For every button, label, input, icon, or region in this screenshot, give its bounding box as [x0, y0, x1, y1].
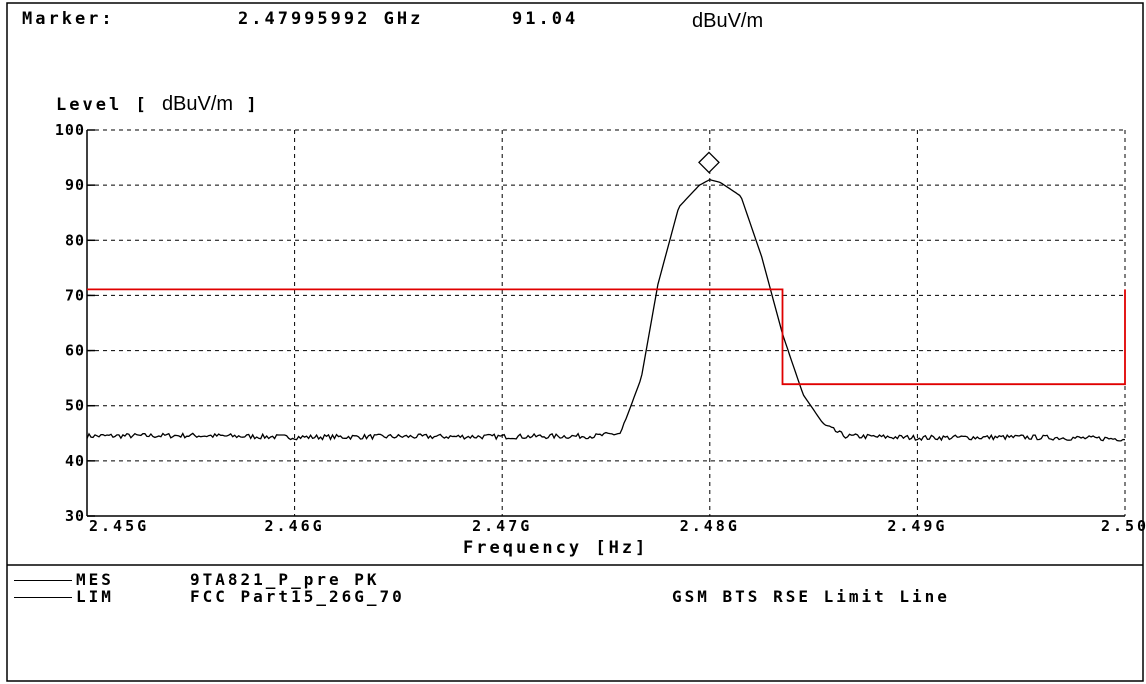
y-tick-label: 60: [65, 342, 85, 360]
legend-line-lim: [14, 597, 72, 598]
legend-code-mes: MES: [76, 570, 114, 589]
y-tick-label: 80: [65, 231, 85, 249]
y-axis-title: Level [ dBuV/m ]: [56, 93, 260, 115]
legend-line-mes: [14, 580, 72, 581]
x-tick-label: 2.49G: [887, 517, 947, 535]
series-mes-line: [86, 178, 1126, 442]
series-lim-line: [87, 288, 1126, 386]
x-tick-label: 2.45G: [89, 517, 149, 535]
legend-desc-lim: GSM BTS RSE Limit Line: [672, 587, 950, 606]
x-tick-label: 2.50: [1101, 517, 1146, 535]
y-tick-label: 70: [65, 286, 85, 304]
x-axis-title: Frequency [Hz]: [463, 538, 649, 558]
legend-code-lim: LIM: [76, 587, 114, 606]
y-tick-label: 90: [65, 176, 85, 194]
legend-name-lim: FCC Part15_26G_70: [190, 587, 405, 606]
marker-label: Marker:: [22, 9, 115, 29]
legend-name-mes: 9TA821_P_pre PK: [190, 570, 380, 589]
plot-area: 30 40 50 60 70 80 90 100 2.45G 2.46G 2.47G 2.48G 2.4…: [55, 121, 1146, 535]
window-border: [6, 2, 1144, 682]
marker-diamond: [698, 151, 720, 174]
y-tick-label: 50: [65, 397, 85, 415]
marker-level-unit: dBuV/m: [692, 10, 764, 32]
y-tick-label: 40: [65, 452, 85, 470]
x-tick-label: 2.47G: [472, 517, 532, 535]
x-tick-label: 2.48G: [680, 517, 740, 535]
marker-frequency: 2.47995992 GHz: [238, 9, 424, 29]
x-tick-label: 2.46G: [265, 517, 325, 535]
y-tick-label: 30: [65, 507, 85, 525]
y-tick-label: 100: [55, 121, 85, 139]
marker-level: 91.04: [512, 9, 579, 29]
